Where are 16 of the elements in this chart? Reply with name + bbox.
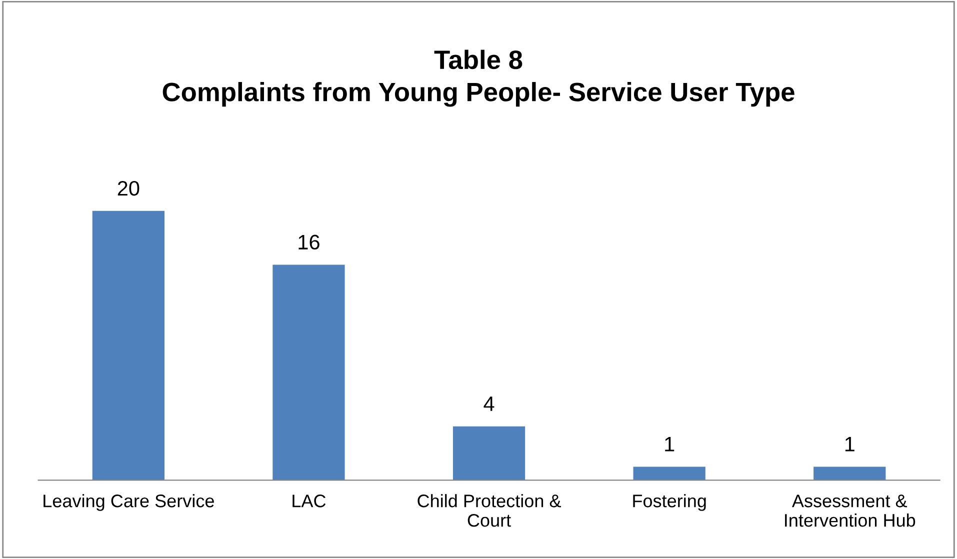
x-tick-label: LAC [292, 494, 326, 508]
data-label: 4 [484, 396, 494, 411]
chart-title: Table 8 Complaints from Young People- Service User Type [162, 50, 794, 107]
data-label: 1 [845, 436, 854, 452]
x-tick-label: Leaving Care Service [44, 494, 214, 511]
data-label: 16 [298, 234, 320, 250]
x-tick-label: Assessment & Intervention Hub [785, 494, 916, 527]
bar [272, 264, 345, 480]
bar [814, 466, 886, 480]
x-tick-label: Child Protection & Court [418, 494, 562, 527]
data-label: 20 [118, 180, 140, 196]
data-label: 1 [665, 436, 674, 452]
x-tick-label: Fostering [633, 494, 706, 511]
bar [633, 466, 706, 480]
bar [92, 210, 164, 480]
bar [452, 426, 526, 480]
